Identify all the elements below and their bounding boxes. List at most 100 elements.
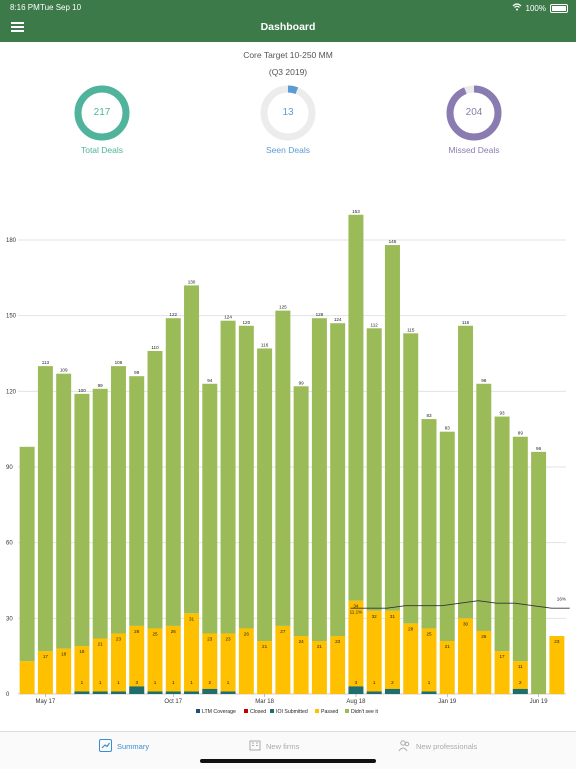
bar-ioi	[165, 691, 181, 694]
bar-ioi	[220, 691, 236, 694]
people-icon	[398, 739, 411, 754]
bar-didnt-see	[202, 383, 218, 634]
x-tick-label: Jun 19	[530, 699, 549, 705]
chart-icon	[99, 739, 112, 754]
bar-passed-label: 25	[152, 631, 158, 636]
bar-passed-label: 34	[353, 604, 359, 609]
bar-total-label: 122	[169, 312, 177, 317]
bar-passed	[330, 635, 346, 694]
bar-passed	[311, 641, 327, 694]
bar-didnt-see	[74, 393, 90, 647]
bar-passed-label: 18	[79, 649, 85, 654]
bar-ioi-label: 1	[99, 680, 102, 685]
bar-passed-label: 21	[98, 642, 104, 647]
bar-total-label: 99	[98, 383, 104, 388]
tab-summary[interactable]: Summary	[99, 739, 149, 754]
bar-didnt-see	[147, 350, 163, 629]
bar-didnt-see	[129, 376, 145, 626]
bar-passed	[37, 651, 53, 694]
ring-value: 217	[93, 107, 111, 118]
bar-didnt-see	[275, 310, 291, 626]
bar-ioi	[92, 691, 108, 694]
bar-passed-label: 17	[500, 654, 506, 659]
tab-new-firms[interactable]: New firms	[249, 739, 299, 753]
bar-total-label: 145	[389, 239, 397, 244]
menu-button[interactable]	[11, 22, 24, 32]
y-tick-label: 150	[6, 314, 17, 320]
bar-total-label: 100	[78, 388, 86, 393]
bar-passed-label: 28	[134, 629, 140, 634]
ring-progress	[446, 85, 502, 141]
bar-ioi-label: 3	[355, 680, 358, 685]
x-tick-label: Jan 19	[438, 699, 457, 705]
ring-progress	[260, 85, 316, 141]
ring-total-deals[interactable]: 217	[73, 84, 131, 142]
legend-label: IOI Submitted	[276, 709, 308, 715]
bar-total-label: 115	[407, 327, 415, 332]
bar-passed	[494, 651, 510, 694]
legend-label: LTM Coverage	[202, 709, 236, 715]
legend-label: Passed	[321, 709, 338, 715]
bar-didnt-see	[165, 318, 181, 626]
bar-ioi-label: 3	[135, 680, 138, 685]
bar-didnt-see	[366, 328, 382, 611]
bar-passed	[110, 633, 126, 694]
bar-total-label: 124	[224, 315, 232, 320]
bar-total-label: 128	[316, 312, 324, 317]
bar-ioi	[512, 688, 528, 694]
bar-passed	[421, 628, 437, 694]
bar-ioi-label: 1	[154, 680, 157, 685]
bar-total-label: 94	[207, 378, 213, 383]
bar-passed	[403, 623, 419, 694]
bar-passed	[92, 638, 108, 694]
bar-didnt-see	[293, 386, 309, 636]
bar-passed	[512, 661, 528, 694]
bar-total-label: 89	[518, 431, 524, 436]
bar-ioi-label: 1	[373, 680, 376, 685]
bar-passed-label: 21	[445, 644, 451, 649]
bar-ioi-label: 2	[209, 680, 212, 685]
bar-passed-label: 18	[61, 652, 67, 657]
x-tick-label: Mar 18	[255, 699, 274, 705]
bar-total-label: 124	[334, 317, 342, 322]
legend-label: Closed	[250, 709, 266, 715]
bar-didnt-see	[37, 366, 53, 652]
bar-total-label: 153	[352, 209, 360, 214]
bar-ioi-label: 1	[190, 680, 193, 685]
y-tick-label: 0	[6, 692, 10, 698]
ring-seen-deals[interactable]: 13	[259, 84, 317, 142]
bar-total-label: 116	[261, 342, 269, 347]
bar-passed-label: 23	[207, 636, 213, 641]
bar-didnt-see	[476, 383, 492, 631]
tab-new-professionals-label: New professionals	[416, 742, 478, 751]
bar-passed-label: 30	[463, 621, 469, 626]
bar-didnt-see	[110, 366, 126, 634]
bar-passed	[238, 628, 254, 694]
ltm-label: 16%	[557, 597, 566, 602]
bar-passed-label: 17	[43, 654, 49, 659]
bar-passed	[549, 635, 565, 694]
ring-missed-deals[interactable]: 204	[445, 84, 503, 142]
top-bar: 8:16 PM Tue Sep 10 100% Dashboard	[0, 0, 576, 42]
bar-didnt-see	[512, 436, 528, 662]
legend-label: Didn't see it	[351, 709, 378, 715]
bar-total-label: 99	[299, 380, 305, 385]
bar-total-label: 98	[481, 378, 487, 383]
bar-ioi	[74, 691, 90, 694]
bar-passed	[257, 641, 273, 694]
tab-bar: Summary New firms New professionals	[0, 731, 576, 769]
bar-ioi	[202, 688, 218, 694]
bar-passed	[165, 625, 181, 694]
bar-ioi-label: 2	[519, 680, 522, 685]
bar-didnt-see	[348, 214, 364, 601]
bar-passed	[147, 628, 163, 694]
bar-total-label: 120	[242, 320, 250, 325]
legend-swatch	[345, 709, 349, 713]
bar-ioi	[421, 691, 437, 694]
tab-new-professionals[interactable]: New professionals	[398, 739, 477, 754]
legend-swatch	[196, 709, 200, 713]
bar-ioi-label: 1	[227, 680, 230, 685]
bar-didnt-see	[439, 431, 455, 642]
bar-ioi	[366, 691, 382, 694]
y-tick-label: 30	[6, 616, 13, 622]
